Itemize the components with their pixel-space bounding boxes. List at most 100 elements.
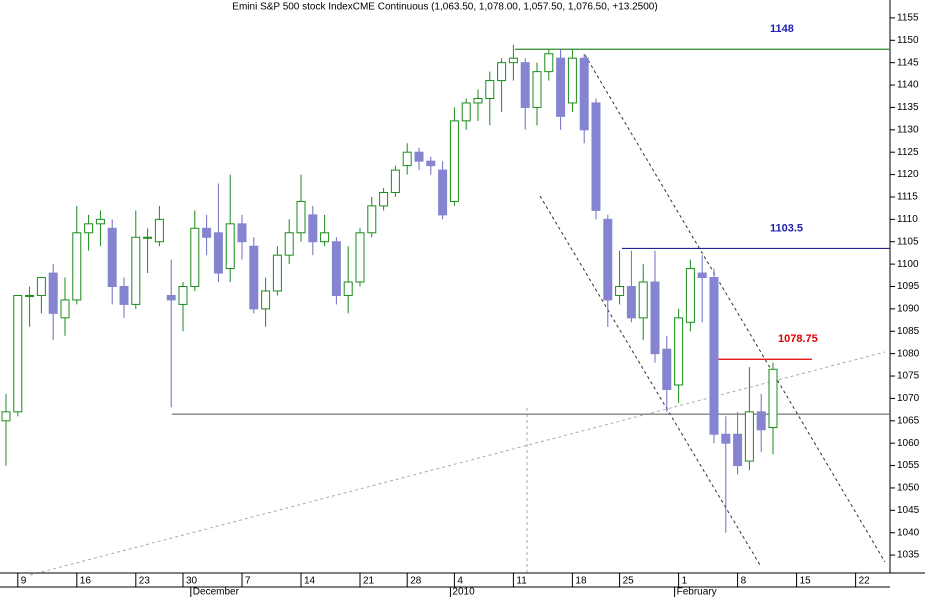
- candle-body: [579, 57, 589, 131]
- x-tick-label: 9: [21, 576, 27, 587]
- candle-body: [213, 232, 223, 274]
- x-tick-label: 11: [516, 576, 527, 587]
- candle-body: [674, 317, 684, 386]
- upper-channel: [584, 54, 886, 563]
- y-tick-label: 1115: [897, 192, 918, 203]
- month-label: February: [677, 587, 717, 597]
- candle-body: [709, 277, 719, 435]
- x-tick-label: 25: [623, 576, 635, 587]
- candle-body: [449, 120, 459, 202]
- candle-body: [225, 223, 235, 270]
- candle-body: [591, 102, 601, 211]
- candle-body: [567, 57, 577, 104]
- x-tick-label: 28: [410, 576, 422, 587]
- y-tick-label: 1095: [897, 281, 920, 292]
- x-tick-label: 4: [457, 576, 463, 587]
- y-tick-label: 1140: [897, 80, 919, 91]
- candle-body: [202, 227, 212, 238]
- y-tick-label: 1100: [897, 259, 919, 270]
- x-tick-label: 23: [139, 576, 151, 587]
- candle-body: [237, 223, 247, 243]
- candle-body: [626, 286, 636, 319]
- candle-body: [615, 286, 625, 296]
- x-tick-label: 18: [575, 576, 587, 587]
- candle-body: [25, 294, 35, 297]
- candle-body: [497, 62, 507, 82]
- level-label: 1078.75: [778, 333, 818, 345]
- candle-body: [379, 191, 389, 207]
- trend-lines: [29, 54, 886, 576]
- candle-body: [308, 214, 318, 243]
- y-tick-label: 1125: [897, 147, 919, 158]
- x-tick-label: 16: [80, 576, 92, 587]
- candle-body: [367, 205, 377, 234]
- y-tick-label: 1040: [897, 527, 920, 538]
- y-tick-label: 1060: [897, 438, 920, 449]
- y-tick-label: 1035: [897, 550, 920, 561]
- x-tick-label: 22: [859, 576, 871, 587]
- candle-body: [485, 80, 495, 99]
- candle-body: [1, 411, 11, 422]
- candle-body: [721, 433, 731, 444]
- candle-body: [107, 227, 117, 287]
- x-tick-label: 7: [245, 576, 251, 587]
- candle-body: [508, 57, 518, 64]
- candle-body: [556, 57, 566, 117]
- candle-body: [249, 245, 259, 310]
- x-tick-label: 8: [741, 576, 747, 587]
- candle-body: [190, 227, 200, 287]
- candle-body: [284, 232, 294, 256]
- candle-body: [461, 102, 471, 122]
- candle-body: [154, 218, 164, 243]
- y-tick-label: 1085: [897, 326, 920, 337]
- candle-body: [650, 281, 660, 355]
- y-tick-label: 1045: [897, 505, 920, 516]
- candle-body: [48, 272, 58, 314]
- y-tick-label: 1090: [897, 304, 920, 315]
- candle-body: [685, 268, 695, 323]
- candle-body: [166, 294, 176, 301]
- y-tick-label: 1110: [897, 214, 918, 225]
- candle-body: [178, 286, 188, 305]
- candle-body: [60, 299, 70, 319]
- x-tick-label: 30: [186, 576, 198, 587]
- candle-body: [143, 236, 153, 239]
- candle-body: [343, 281, 353, 296]
- candle-body: [355, 232, 365, 283]
- candle-body: [438, 169, 448, 216]
- y-tick-label: 1055: [897, 460, 920, 471]
- month-label: 2010: [452, 587, 475, 597]
- candle-body: [13, 294, 23, 413]
- y-tick-label: 1130: [897, 124, 919, 135]
- candle-body: [95, 218, 105, 225]
- candle-body: [84, 223, 94, 234]
- y-tick-label: 1150: [897, 35, 919, 46]
- y-tick-label: 1065: [897, 415, 920, 426]
- candle-body: [520, 62, 530, 108]
- candle-body: [638, 281, 648, 319]
- chart-title: Emini S&P 500 stock IndexCME Continuous …: [232, 2, 657, 13]
- x-tick-label: 1: [682, 576, 688, 587]
- candle-body: [426, 160, 436, 167]
- candle-body: [603, 218, 613, 301]
- y-tick-label: 1155: [897, 13, 919, 24]
- y-tick-label: 1105: [897, 236, 919, 247]
- y-tick-label: 1070: [897, 393, 920, 404]
- x-tick-label: 15: [800, 576, 812, 587]
- candle-body: [119, 286, 129, 305]
- candle-body: [697, 272, 707, 279]
- y-tick-label: 1120: [897, 169, 919, 180]
- candle-body: [414, 151, 424, 162]
- candle-body: [72, 232, 82, 301]
- candle-body: [390, 169, 400, 193]
- y-tick-label: 1145: [897, 57, 919, 68]
- candle-body: [744, 411, 754, 462]
- level-label: 1103.5: [770, 222, 803, 234]
- candle-body: [331, 241, 341, 296]
- candle-body: [402, 151, 412, 167]
- candle-body: [662, 348, 672, 390]
- candle-body: [733, 433, 743, 467]
- candle-body: [320, 232, 330, 243]
